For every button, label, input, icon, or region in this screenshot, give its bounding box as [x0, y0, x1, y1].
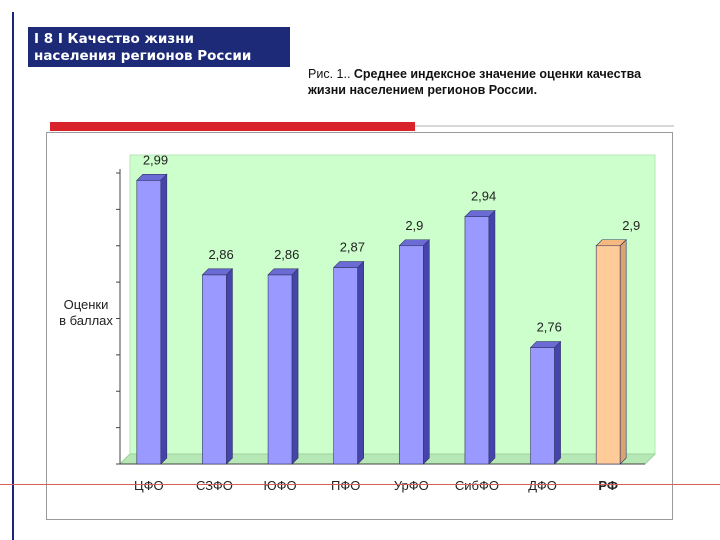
caption-second-line: жизни населением регионов России.: [308, 83, 538, 97]
bar-side-СибФО: [488, 209, 496, 465]
value-label-УрФО: 2,9: [405, 218, 423, 233]
category-label-УрФО: УрФО: [394, 478, 429, 493]
caption-bold-line: Среднее индексное значение оценки качест…: [353, 67, 642, 81]
accent-bar: [50, 122, 415, 131]
y-axis-label-line-2: в баллах: [59, 313, 113, 328]
slide-left-border: [12, 12, 14, 540]
slide-title-line-1: I 8 I Качество жизни: [34, 31, 194, 47]
bar-side-ЦФО: [160, 173, 168, 465]
value-label-СибФО: 2,94: [471, 189, 496, 204]
bar-side-РФ: [619, 239, 627, 465]
bar-side-ЮФО: [291, 268, 299, 465]
value-label-ЮФО: 2,86: [274, 247, 299, 262]
category-label-СЗФО: СЗФО: [196, 478, 233, 493]
bar-ЦФО: [136, 179, 162, 465]
y-axis-label-line-1: Оценки: [64, 297, 109, 312]
bar-ЮФО: [267, 274, 293, 465]
category-label-ПФО: ПФО: [331, 478, 360, 493]
bar-side-СЗФО: [226, 268, 233, 465]
value-label-ДФО: 2,76: [537, 320, 562, 335]
figure-caption: Рис. 1.. Среднее индексное значение оцен…: [308, 66, 708, 98]
category-label-ЦФО: ЦФО: [134, 478, 164, 493]
slide-bottom-line: [0, 484, 720, 485]
plot-floor: [118, 453, 657, 465]
bar-УрФО: [399, 245, 424, 465]
bar-side-УрФО: [423, 239, 430, 465]
plot-back-wall: [118, 154, 656, 465]
bar-СибФО: [464, 216, 490, 465]
value-label-ПФО: 2,87: [340, 240, 365, 255]
bar-ДФО: [530, 347, 555, 465]
bar-РФ: [595, 245, 621, 465]
bar-side-ПФО: [357, 260, 364, 465]
bar-ПФО: [333, 267, 358, 465]
category-label-ДФО: ДФО: [528, 478, 557, 493]
slide-title-line-2: населения регионов России: [34, 48, 252, 64]
value-label-СЗФО: 2,86: [208, 247, 233, 262]
caption-prefix: Рис. 1..: [308, 67, 354, 81]
bar-СЗФО: [202, 274, 227, 465]
category-label-СибФО: СибФО: [455, 478, 499, 493]
slide-title: I 8 I Качество жизни населения регионов …: [28, 27, 290, 67]
bar-side-ДФО: [554, 340, 561, 465]
category-label-РФ: РФ: [598, 478, 618, 493]
category-label-ЮФО: ЮФО: [263, 478, 296, 493]
value-label-ЦФО: 2,99: [143, 152, 168, 167]
value-label-РФ: 2,9: [622, 218, 640, 233]
